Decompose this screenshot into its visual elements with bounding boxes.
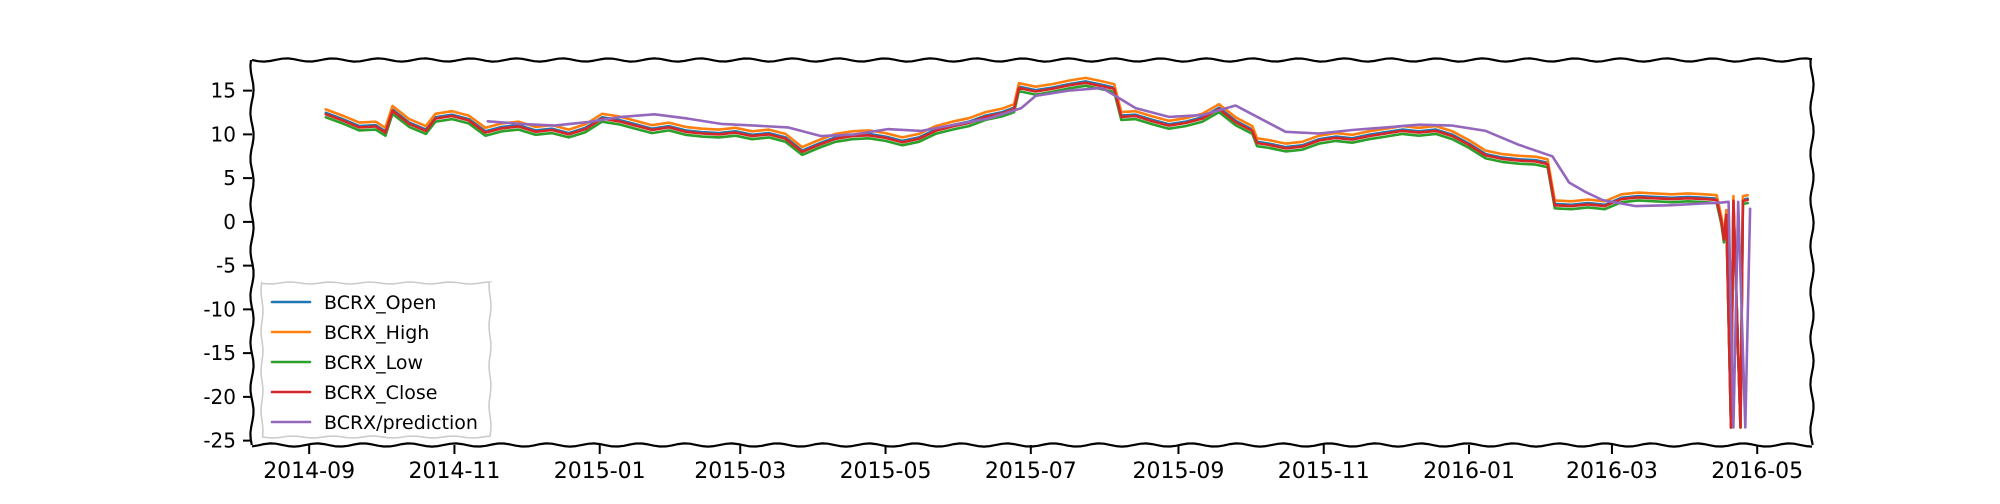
legend-label: BCRX_Close (324, 382, 437, 404)
y-tick-label: 15 (211, 79, 236, 103)
x-axis: 2014-09 2014-11 2015-01 2015-03 2015-05 2015-… (263, 445, 1803, 484)
y-tick-label: -20 (203, 385, 236, 409)
x-tick-label: 2015-03 (694, 459, 786, 484)
series-line-bcrx-close (324, 81, 1749, 429)
y-tick-label: -15 (203, 341, 236, 365)
y-axis: 15 10 5 0 -5 -10 -15 -20 -25 (203, 79, 252, 453)
x-tick-label: 2014-09 (263, 459, 355, 484)
x-tick-label: 2016-01 (1423, 459, 1515, 484)
y-tick-label: 5 (223, 166, 236, 190)
plot-border-top (251, 57, 1813, 63)
y-tick-label: 0 (223, 210, 236, 234)
series-line-bcrx-prediction (486, 86, 1752, 429)
legend: BCRX_Open BCRX_High BCRX_Low BCRX_Close BCRX… (260, 281, 492, 439)
x-tick-label: 2015-11 (1278, 459, 1370, 484)
legend-label: BCRX_High (324, 322, 429, 344)
legend-label: BCRX/prediction (324, 412, 478, 434)
x-tick-label: 2015-05 (840, 459, 932, 484)
plot-border-left (249, 59, 255, 446)
plot-frame (249, 57, 1815, 448)
y-tick-label: -10 (203, 297, 236, 321)
x-tick-label: 2015-01 (554, 459, 646, 484)
x-tick-label: 2015-07 (985, 459, 1077, 484)
x-tick-label: 2014-11 (408, 459, 500, 484)
series-layer (324, 76, 1752, 429)
x-tick-label: 2015-09 (1133, 459, 1225, 484)
series-line-bcrx-high (324, 76, 1749, 429)
plot-border-right (1809, 59, 1815, 446)
plot-border-bottom (251, 442, 1813, 448)
x-tick-label: 2016-03 (1566, 459, 1658, 484)
x-tick-label: 2016-05 (1711, 459, 1803, 484)
y-tick-label: -25 (203, 429, 236, 453)
series-line-bcrx-low (324, 84, 1749, 429)
legend-label: BCRX_Low (324, 352, 423, 374)
y-tick-label: 10 (211, 122, 236, 146)
y-tick-label: -5 (216, 254, 236, 278)
legend-box (260, 281, 492, 439)
legend-label: BCRX_Open (324, 292, 436, 314)
